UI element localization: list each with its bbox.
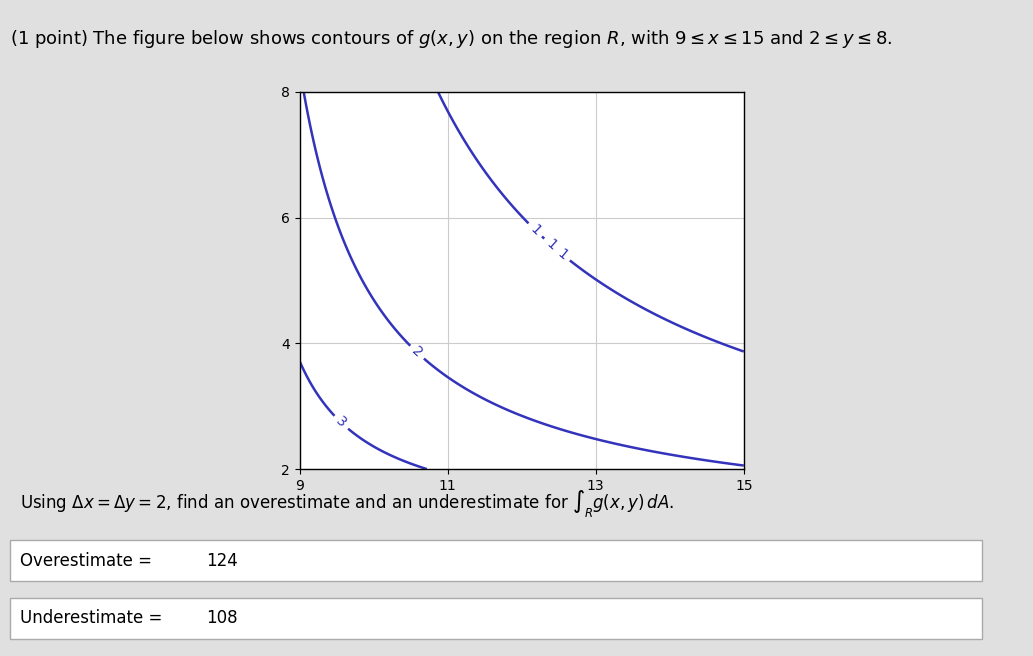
Text: 2: 2 [409,344,425,360]
Text: 108: 108 [206,609,238,627]
FancyBboxPatch shape [10,598,982,639]
Text: 124: 124 [206,552,238,569]
Text: Underestimate =: Underestimate = [21,609,168,627]
Text: Overestimate =: Overestimate = [21,552,158,569]
Text: Using $\Delta x = \Delta y = 2$, find an overestimate and an underestimate for $: Using $\Delta x = \Delta y = 2$, find an… [21,488,675,519]
Text: (1 point) The figure below shows contours of $g(x, y)$ on the region $R$, with $: (1 point) The figure below shows contour… [10,28,893,51]
Text: 3: 3 [333,415,349,430]
Text: 1: 1 [555,246,570,262]
Text: 1: 1 [543,237,559,253]
Text: 1: 1 [527,222,543,238]
FancyBboxPatch shape [10,540,982,581]
